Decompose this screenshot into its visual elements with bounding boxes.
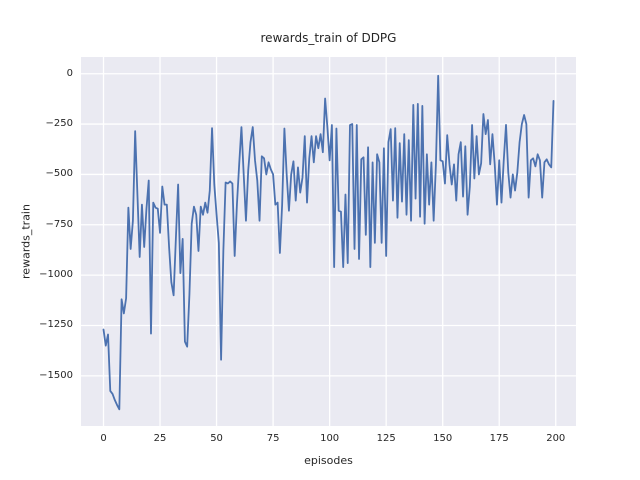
line-series-rewards_train bbox=[102, 74, 555, 411]
axes-background bbox=[81, 57, 576, 426]
chart-title: rewards_train of DDPG bbox=[260, 31, 397, 45]
y-tick-label: −1000 bbox=[39, 269, 73, 281]
x-axis-label: episodes bbox=[304, 454, 353, 467]
x-tick-label: 100 bbox=[320, 433, 340, 444]
x-tick-label: 25 bbox=[153, 433, 167, 444]
y-tick-label: 0 bbox=[66, 67, 73, 79]
y-tick-label: −250 bbox=[45, 118, 73, 130]
y-tick-label: −750 bbox=[45, 218, 73, 230]
x-tick-label: 50 bbox=[210, 433, 223, 444]
x-tick-label: 175 bbox=[489, 433, 509, 444]
x-tick-label: 150 bbox=[433, 433, 453, 444]
x-tick-label: 200 bbox=[546, 433, 566, 444]
x-tick-label: 0 bbox=[100, 433, 107, 444]
y-tick-label: −1500 bbox=[39, 369, 73, 381]
x-tick-label: 75 bbox=[266, 433, 280, 444]
y-tick-label: −1250 bbox=[39, 319, 73, 331]
x-tick-label: 125 bbox=[376, 433, 396, 444]
y-tick-label: −500 bbox=[45, 168, 73, 180]
